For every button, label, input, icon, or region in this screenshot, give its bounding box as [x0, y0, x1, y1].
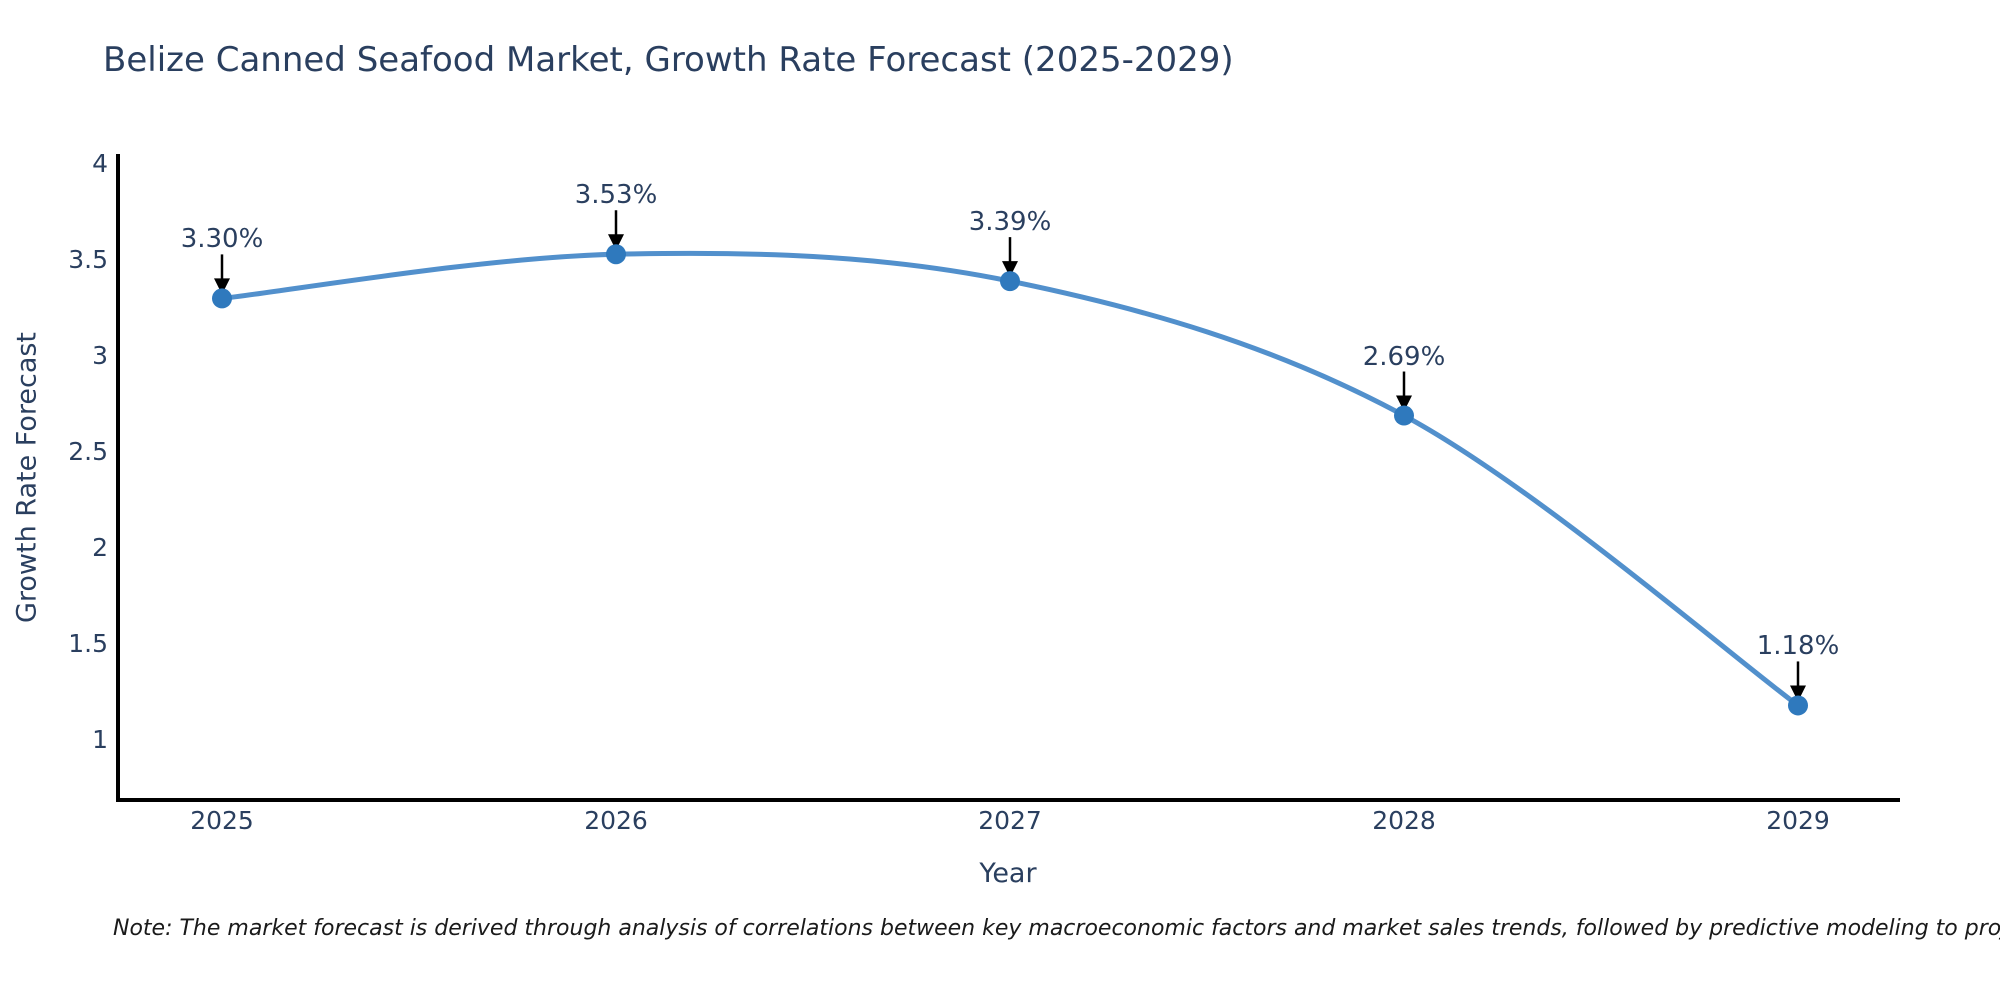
data-point-markers — [212, 244, 1808, 716]
annotation-label: 2.69% — [1362, 341, 1446, 372]
annotation-label: 1.18% — [1756, 631, 1840, 662]
y-tick-label: 4 — [92, 149, 108, 178]
y-tick-label: 2.5 — [68, 437, 108, 466]
y-tick-label: 1 — [92, 725, 108, 754]
x-tick-label: 2028 — [1372, 806, 1436, 835]
annotation-arrow-head — [1790, 685, 1806, 702]
series-line — [219, 250, 1801, 708]
annotation-arrow-head — [1002, 261, 1018, 278]
annotation-label: 3.30% — [180, 224, 264, 255]
data-point-marker — [212, 288, 232, 309]
y-tick-label: 3.5 — [68, 245, 108, 274]
x-axis-title: Year — [979, 858, 1037, 889]
data-point-marker — [1788, 695, 1808, 716]
y-axis-title: Growth Rate Forecast — [11, 331, 43, 624]
data-point-marker — [606, 244, 626, 265]
annotation-arrow-head — [608, 234, 624, 251]
footnote-text: Note: The market forecast is derived thr… — [113, 916, 2000, 941]
annotation-arrow-head — [1396, 395, 1412, 412]
annotation-label: 3.39% — [968, 207, 1052, 238]
chart-title: Belize Canned Seafood Market, Growth Rat… — [103, 40, 1234, 80]
annotation-label: 3.53% — [574, 180, 658, 211]
y-tick-label: 2 — [92, 533, 108, 562]
x-tick-label: 2025 — [190, 806, 254, 835]
x-tick-label: 2027 — [978, 806, 1042, 835]
data-point-marker — [1000, 271, 1020, 292]
x-tick-label: 2029 — [1766, 806, 1830, 835]
annotation-arrow-head — [214, 278, 230, 295]
annotation-arrows — [214, 210, 1806, 702]
y-tick-label: 1.5 — [68, 629, 108, 658]
x-tick-label: 2026 — [584, 806, 648, 835]
data-point-marker — [1394, 405, 1414, 426]
y-tick-label: 3 — [92, 341, 108, 370]
